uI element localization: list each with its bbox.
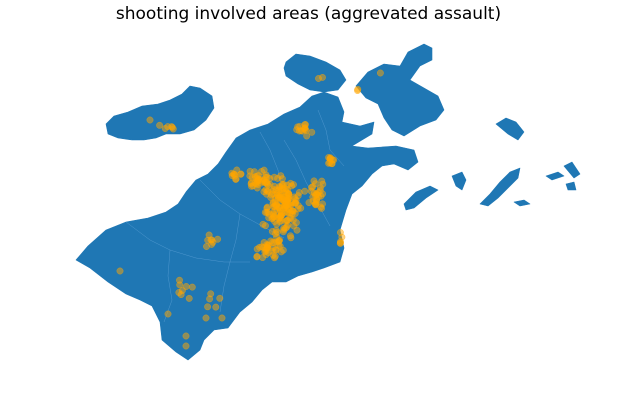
island-5	[545, 171, 565, 181]
incident-point	[308, 183, 315, 191]
incident-point	[216, 294, 224, 302]
incident-point	[354, 85, 362, 93]
incident-point	[319, 73, 326, 81]
incident-point	[266, 180, 274, 188]
incident-point	[116, 267, 124, 275]
incident-point	[276, 212, 284, 220]
incident-point	[270, 173, 278, 181]
incident-point	[259, 220, 267, 228]
incident-point	[232, 175, 240, 183]
incident-point	[282, 187, 290, 195]
incident-point	[182, 332, 190, 340]
incident-point	[188, 283, 196, 291]
north-landmass	[283, 53, 347, 93]
incident-point	[319, 180, 327, 188]
incident-point	[290, 181, 297, 189]
incident-point	[182, 342, 190, 350]
incident-point	[278, 175, 286, 183]
incident-point	[273, 220, 281, 228]
city-landmass	[75, 43, 581, 361]
incident-point	[212, 303, 220, 311]
incident-point	[310, 189, 318, 197]
incident-point	[319, 190, 327, 198]
incident-point	[146, 116, 154, 124]
incident-point	[295, 189, 303, 196]
incident-point	[202, 314, 210, 322]
east-landmass	[355, 43, 445, 137]
incident-point	[253, 245, 261, 253]
chart-title: shooting involved areas (aggrevated assa…	[115, 4, 502, 24]
incident-point	[248, 174, 256, 182]
incident-point	[294, 202, 302, 210]
island-8	[513, 199, 531, 207]
incident-point	[301, 124, 309, 132]
incident-point	[204, 303, 212, 311]
incident-point	[164, 310, 172, 318]
incident-point	[233, 166, 241, 174]
incident-point	[286, 232, 294, 240]
incident-point	[313, 196, 321, 204]
incident-point	[261, 248, 269, 256]
incident-point	[337, 238, 344, 246]
incident-point	[156, 121, 164, 129]
incident-point	[267, 191, 275, 199]
incident-point	[259, 254, 267, 262]
incident-point	[326, 155, 334, 163]
incident-point	[264, 242, 272, 249]
incident-point	[254, 181, 262, 189]
incident-point	[279, 228, 287, 236]
incident-point	[275, 186, 283, 194]
incident-points	[116, 69, 384, 350]
incident-point	[218, 314, 226, 322]
incident-point	[283, 196, 291, 204]
incident-point	[263, 209, 271, 216]
incident-point	[168, 123, 176, 131]
incident-point	[264, 187, 272, 195]
incident-point	[310, 177, 318, 185]
island-2	[451, 171, 467, 191]
island-4	[495, 117, 525, 141]
island-1	[403, 185, 439, 211]
incident-point	[295, 127, 303, 135]
incident-point	[177, 291, 185, 299]
incident-point	[161, 125, 169, 132]
incident-point	[376, 69, 384, 77]
northwest-landmass	[105, 85, 215, 141]
incident-point	[237, 170, 245, 178]
incident-point	[308, 128, 316, 136]
incident-point	[253, 253, 261, 261]
island-6	[563, 161, 581, 179]
incident-point	[260, 176, 268, 184]
island-7	[565, 181, 577, 191]
incident-point	[289, 207, 297, 215]
incident-point	[185, 294, 193, 302]
incident-point	[317, 203, 325, 211]
incident-point	[290, 222, 298, 230]
incident-point	[275, 241, 283, 249]
incident-point	[305, 199, 313, 207]
incident-point	[176, 276, 183, 284]
incident-point	[182, 283, 190, 290]
incident-point	[203, 243, 210, 250]
incident-point	[271, 252, 279, 260]
incident-point	[208, 236, 216, 244]
incident-point	[270, 211, 278, 219]
incident-point	[271, 198, 279, 206]
incident-point	[276, 193, 283, 201]
incident-point	[336, 229, 344, 236]
island-3	[479, 167, 521, 207]
incident-point	[206, 295, 214, 303]
